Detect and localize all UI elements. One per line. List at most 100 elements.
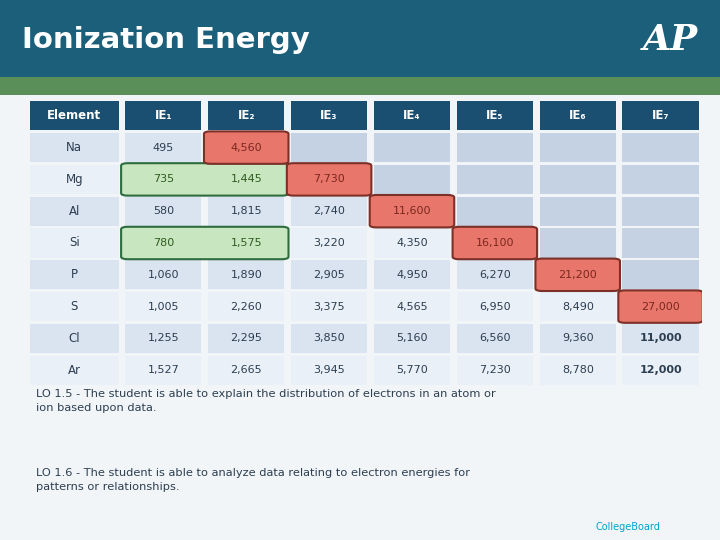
Text: 495: 495	[153, 143, 174, 153]
FancyBboxPatch shape	[456, 355, 533, 385]
Text: Cl: Cl	[68, 332, 80, 345]
Bar	[0, 0, 720, 83]
Text: CollegeBoard: CollegeBoard	[595, 522, 660, 532]
FancyBboxPatch shape	[125, 292, 202, 321]
FancyBboxPatch shape	[456, 197, 533, 226]
Text: IE₃: IE₃	[320, 109, 338, 122]
Text: Na: Na	[66, 141, 82, 154]
FancyBboxPatch shape	[456, 324, 533, 353]
FancyBboxPatch shape	[374, 228, 450, 258]
Text: 1,527: 1,527	[148, 365, 179, 375]
Text: Si: Si	[69, 237, 80, 249]
Text: Ar: Ar	[68, 364, 81, 377]
FancyBboxPatch shape	[456, 101, 533, 131]
FancyBboxPatch shape	[291, 133, 367, 162]
Text: IE₇: IE₇	[652, 109, 670, 122]
FancyBboxPatch shape	[30, 165, 119, 194]
Text: Element: Element	[48, 109, 102, 122]
FancyBboxPatch shape	[30, 197, 119, 226]
FancyBboxPatch shape	[208, 228, 284, 258]
Text: 2,905: 2,905	[313, 270, 345, 280]
Text: 5,770: 5,770	[396, 365, 428, 375]
FancyBboxPatch shape	[125, 260, 202, 289]
Text: 4,560: 4,560	[230, 143, 262, 153]
Text: 16,100: 16,100	[476, 238, 514, 248]
Text: 2,260: 2,260	[230, 302, 262, 312]
FancyBboxPatch shape	[125, 355, 202, 385]
Text: 27,000: 27,000	[642, 302, 680, 312]
Text: 9,360: 9,360	[562, 333, 593, 343]
FancyBboxPatch shape	[623, 292, 698, 321]
FancyBboxPatch shape	[374, 355, 450, 385]
FancyBboxPatch shape	[125, 228, 202, 258]
FancyBboxPatch shape	[539, 355, 616, 385]
Text: 21,200: 21,200	[558, 270, 597, 280]
FancyBboxPatch shape	[374, 292, 450, 321]
FancyBboxPatch shape	[121, 163, 289, 195]
FancyBboxPatch shape	[539, 292, 616, 321]
Text: IE₅: IE₅	[486, 109, 503, 122]
FancyBboxPatch shape	[208, 324, 284, 353]
Text: 1,815: 1,815	[230, 206, 262, 216]
FancyBboxPatch shape	[291, 101, 367, 131]
Text: 4,950: 4,950	[396, 270, 428, 280]
FancyBboxPatch shape	[208, 133, 284, 162]
FancyBboxPatch shape	[539, 165, 616, 194]
FancyBboxPatch shape	[456, 260, 533, 289]
FancyBboxPatch shape	[291, 197, 367, 226]
FancyBboxPatch shape	[623, 101, 698, 131]
FancyBboxPatch shape	[30, 260, 119, 289]
Text: 7,230: 7,230	[479, 365, 510, 375]
Text: 580: 580	[153, 206, 174, 216]
Text: IE₄: IE₄	[403, 109, 420, 122]
FancyBboxPatch shape	[374, 324, 450, 353]
FancyBboxPatch shape	[291, 355, 367, 385]
Text: 3,945: 3,945	[313, 365, 345, 375]
FancyBboxPatch shape	[30, 133, 119, 162]
Text: 2,295: 2,295	[230, 333, 262, 343]
FancyBboxPatch shape	[30, 355, 119, 385]
Text: 4,350: 4,350	[396, 238, 428, 248]
Text: Mg: Mg	[66, 173, 83, 186]
FancyBboxPatch shape	[374, 165, 450, 194]
FancyBboxPatch shape	[618, 291, 703, 323]
Text: 1,575: 1,575	[230, 238, 262, 248]
Text: Al: Al	[68, 205, 80, 218]
Text: 6,270: 6,270	[479, 270, 510, 280]
FancyBboxPatch shape	[121, 227, 289, 259]
FancyBboxPatch shape	[287, 163, 372, 195]
FancyBboxPatch shape	[125, 197, 202, 226]
FancyBboxPatch shape	[125, 324, 202, 353]
Text: 6,560: 6,560	[479, 333, 510, 343]
FancyBboxPatch shape	[204, 131, 289, 164]
FancyBboxPatch shape	[125, 133, 202, 162]
FancyBboxPatch shape	[125, 165, 202, 194]
FancyBboxPatch shape	[623, 260, 698, 289]
Text: IE₁: IE₁	[155, 109, 172, 122]
FancyBboxPatch shape	[623, 133, 698, 162]
FancyBboxPatch shape	[30, 292, 119, 321]
FancyBboxPatch shape	[623, 165, 698, 194]
FancyBboxPatch shape	[208, 165, 284, 194]
FancyBboxPatch shape	[30, 324, 119, 353]
FancyBboxPatch shape	[539, 197, 616, 226]
FancyBboxPatch shape	[291, 260, 367, 289]
FancyBboxPatch shape	[291, 228, 367, 258]
Text: LO 1.6 - The student is able to analyze data relating to electron energies for
p: LO 1.6 - The student is able to analyze …	[36, 468, 470, 492]
Text: 780: 780	[153, 238, 174, 248]
Text: 8,490: 8,490	[562, 302, 593, 312]
Text: 11,600: 11,600	[392, 206, 431, 216]
Text: 11,000: 11,000	[639, 333, 682, 343]
Text: 3,850: 3,850	[313, 333, 345, 343]
Text: 3,375: 3,375	[313, 302, 345, 312]
FancyBboxPatch shape	[208, 101, 284, 131]
FancyBboxPatch shape	[456, 165, 533, 194]
Text: IE₆: IE₆	[569, 109, 587, 122]
Text: 7,730: 7,730	[313, 174, 345, 184]
Bar	[0, 77, 720, 94]
FancyBboxPatch shape	[369, 195, 454, 227]
FancyBboxPatch shape	[539, 133, 616, 162]
FancyBboxPatch shape	[456, 292, 533, 321]
FancyBboxPatch shape	[623, 228, 698, 258]
FancyBboxPatch shape	[539, 324, 616, 353]
